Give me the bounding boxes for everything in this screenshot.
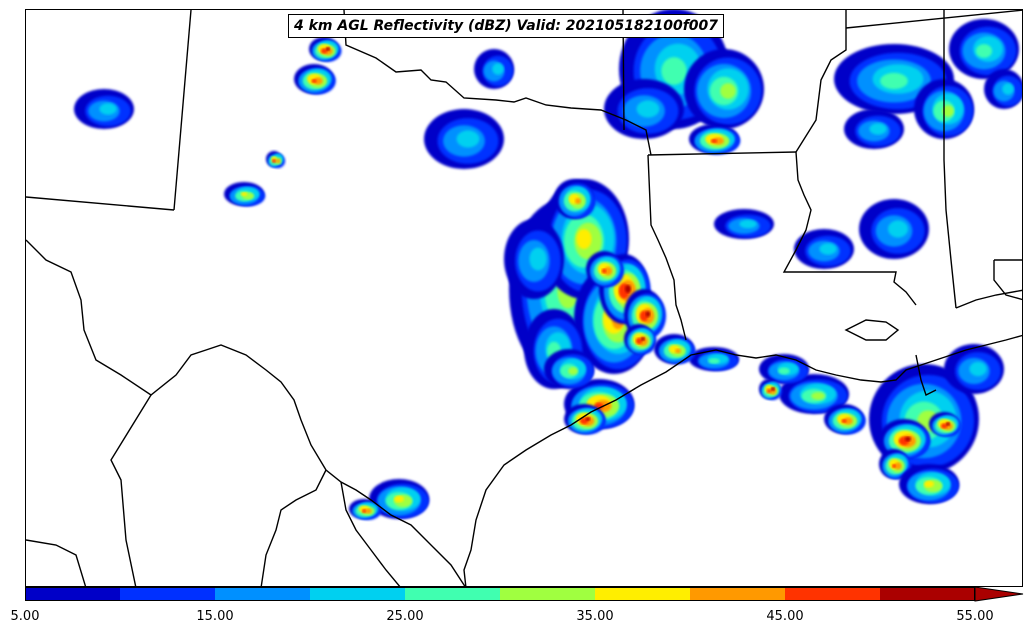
mexico-state-line-1 (110, 394, 152, 586)
map-canvas (26, 10, 1022, 586)
echo-contour (869, 123, 887, 135)
colorbar-outline (25, 587, 975, 601)
echo-contour (766, 388, 772, 394)
echo-contour (888, 220, 908, 238)
echo-contour (636, 100, 660, 118)
fl-coast (955, 289, 1022, 309)
echo-contour (313, 77, 323, 85)
map-title: 4 km AGL Reflectivity (dBZ) Valid: 20210… (288, 14, 725, 38)
echo-contour (946, 422, 950, 426)
echo-contour (394, 495, 404, 503)
echo-contour (675, 348, 681, 354)
al-fl-border (993, 260, 1022, 301)
echo-contour (635, 337, 643, 345)
echo-contour (969, 361, 987, 377)
tx-la-border (647, 154, 687, 341)
echo-contour (492, 63, 504, 75)
colorbar-tick-label: 25.00 (386, 609, 424, 624)
nm-tx-border-north (173, 10, 192, 211)
gulf-coastline (463, 334, 1022, 586)
colorbar-segment (880, 587, 975, 601)
echo-contour (529, 247, 547, 271)
ar-ms-border (795, 10, 847, 153)
red-river-border (343, 10, 652, 156)
mexico-state-line-3 (260, 469, 327, 586)
echo-contour (892, 464, 896, 468)
echo-contour (1002, 83, 1014, 95)
echo-contour (819, 243, 837, 255)
echo-contour (601, 268, 607, 274)
la-ms-border (782, 151, 917, 306)
echo-contour (320, 48, 328, 54)
echo-contour (576, 229, 592, 249)
colorbar-segment (310, 587, 405, 601)
tn-border (845, 10, 1022, 29)
echo-contour (645, 311, 651, 317)
echo-contour (456, 130, 480, 148)
nm-tx-border-south (26, 196, 175, 211)
echo-contour (362, 509, 366, 513)
echo-contour (326, 47, 330, 51)
colorbar-extend-arrow (974, 587, 1024, 602)
colorbar-tick-label: 15.00 (196, 609, 234, 624)
echo-contour (880, 72, 908, 90)
echo-contour (843, 417, 853, 425)
mexico-state-line-2 (26, 539, 87, 586)
colorbar-segment (785, 587, 880, 601)
colorbar-tick-label: 35.00 (576, 609, 614, 624)
echo-contour (276, 159, 280, 163)
echo-contour (942, 105, 954, 117)
rio-grande-border (26, 239, 466, 586)
colorbar-segment (500, 587, 595, 601)
echo-contour (603, 266, 613, 276)
echo-contour (272, 159, 276, 163)
colorbar-segment (595, 587, 690, 601)
echo-contour (708, 358, 720, 364)
echo-contour (841, 419, 847, 423)
reflectivity-map (25, 9, 1023, 587)
echo-contour (99, 103, 117, 115)
reflectivity-echoes (74, 10, 1022, 520)
ar-la-border (647, 151, 797, 156)
echo-contour (575, 198, 581, 204)
colorbar-segment (690, 587, 785, 601)
echo-contour (661, 57, 687, 85)
echo-contour (739, 219, 757, 229)
ms-al-border (943, 10, 957, 309)
echo-contour (771, 387, 775, 391)
lake-pontchartrain (844, 319, 900, 341)
echo-contour (894, 462, 902, 470)
echo-contour (924, 480, 934, 488)
echo-contour (720, 83, 736, 99)
mississippi-delta (915, 354, 937, 396)
echo-contour (311, 79, 317, 83)
echo-contour (364, 508, 372, 514)
echo-contour (625, 284, 631, 294)
echo-contour (568, 367, 578, 375)
colorbar-segment (215, 587, 310, 601)
echo-contour (811, 392, 825, 400)
echo-contour (905, 436, 911, 442)
echo-contour (940, 423, 948, 429)
echo-contour (710, 139, 718, 143)
colorbar-tick-label: 5.00 (10, 609, 40, 624)
echo-contour (975, 44, 993, 58)
colorbar-tick-label: 45.00 (766, 609, 804, 624)
echo-contour (585, 417, 591, 421)
mexico-state-line-4 (340, 481, 401, 586)
echo-contour (778, 367, 790, 375)
echo-contour (641, 337, 645, 341)
colorbar (25, 587, 1024, 602)
colorbar-segment (405, 587, 500, 601)
state-boundaries (26, 10, 1022, 586)
colorbar-segment (25, 587, 120, 601)
colorbar-segment (120, 587, 215, 601)
echo-contour (240, 192, 248, 196)
colorbar-tick-label: 55.00 (956, 609, 994, 624)
